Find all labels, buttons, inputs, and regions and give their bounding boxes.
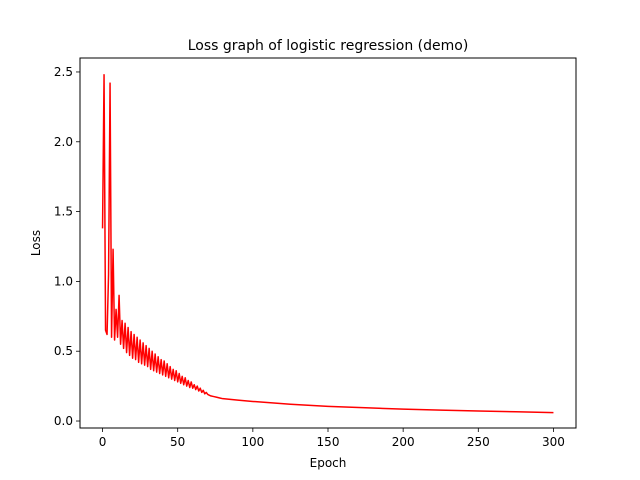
plot-area (101, 74, 554, 414)
x-tick-label: 50 (170, 435, 185, 449)
y-tick-label: 0.0 (54, 414, 73, 428)
x-axis: 0 50 100 150 200 250 300 (99, 428, 565, 449)
y-tick-label: 2.5 (54, 65, 73, 79)
x-tick-label: 200 (392, 435, 415, 449)
y-tick-label: 2.0 (54, 135, 73, 149)
y-tick-label: 1.5 (54, 205, 73, 219)
x-tick-label: 250 (467, 435, 490, 449)
x-tick-label: 150 (317, 435, 340, 449)
x-tick-label: 0 (99, 435, 107, 449)
y-axis-label: Loss (29, 230, 43, 256)
x-axis-label: Epoch (310, 456, 347, 470)
x-tick-label: 100 (241, 435, 264, 449)
y-tick-label: 0.5 (54, 344, 73, 358)
x-tick-label: 300 (542, 435, 565, 449)
y-axis: 0.0 0.5 1.0 1.5 2.0 2.5 (54, 65, 80, 428)
loss-series-line (101, 74, 554, 414)
y-tick-label: 1.0 (54, 274, 73, 288)
chart-title: Loss graph of logistic regression (demo) (188, 38, 469, 54)
